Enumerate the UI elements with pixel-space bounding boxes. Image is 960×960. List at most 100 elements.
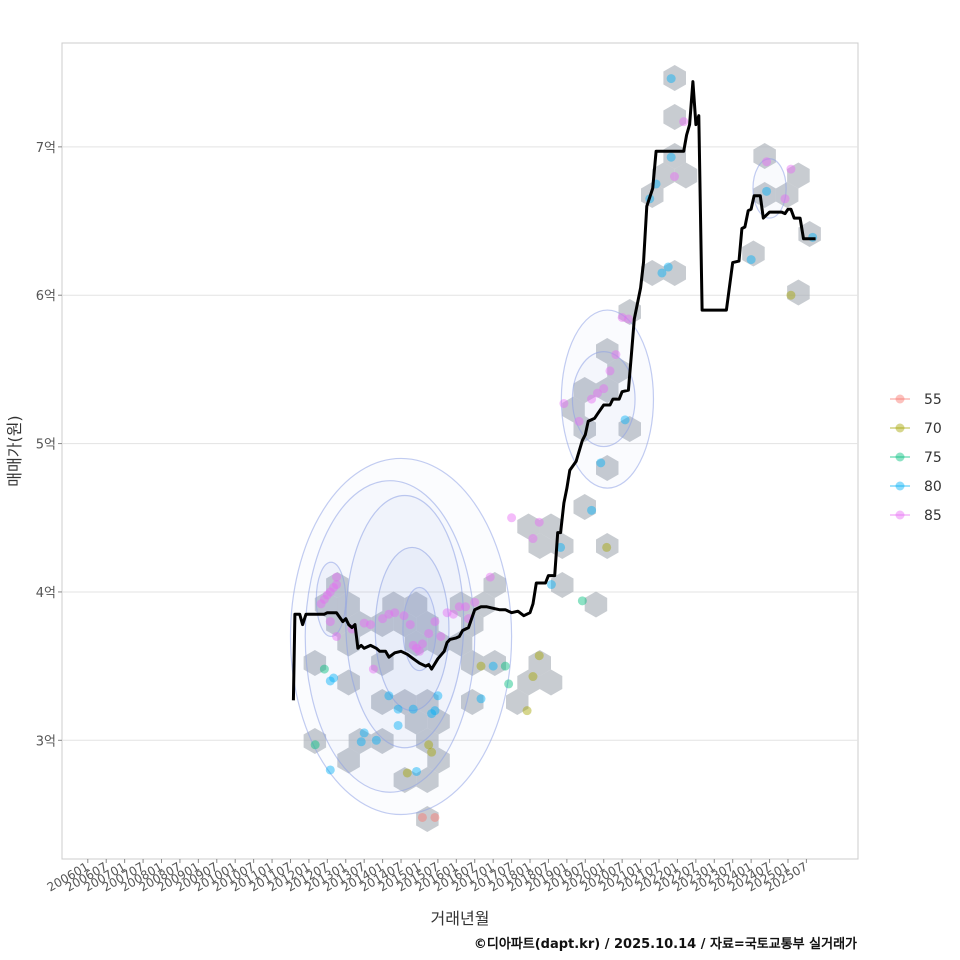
scatter-point-80 xyxy=(430,706,440,716)
scatter-point-85 xyxy=(528,534,538,544)
hexbin-cell xyxy=(404,708,428,735)
scatter-point-75 xyxy=(504,679,514,689)
hexbin-cell xyxy=(652,162,675,189)
density-contour xyxy=(304,480,476,793)
legend-key-point xyxy=(895,452,905,462)
scatter-point-85 xyxy=(424,628,434,638)
hexbin-cell xyxy=(596,455,619,481)
hexbin-cell xyxy=(393,611,417,637)
hexbin-cell xyxy=(427,747,450,774)
hexbin-cell xyxy=(584,591,608,618)
scatter-point-80 xyxy=(657,268,667,278)
scatter-point-85 xyxy=(325,587,335,597)
scatter-point-70 xyxy=(427,747,437,757)
scatter-point-55 xyxy=(430,812,440,822)
credit-text: ©디아파트(dapt.kr) / 2025.10.14 / 자료=국토교통부 실… xyxy=(474,936,857,952)
hexbin-cell xyxy=(382,591,405,618)
legend-key-point xyxy=(895,394,905,404)
scatter-point-70 xyxy=(786,290,796,300)
hexbin-cell xyxy=(528,533,551,559)
scatter-point-85 xyxy=(332,580,342,590)
hexbin-cell xyxy=(393,767,417,793)
scatter-point-80 xyxy=(393,704,403,714)
legend-label: 55 xyxy=(924,392,942,408)
scatter-point-80 xyxy=(746,255,756,265)
scatter-point-85 xyxy=(592,388,602,398)
hexbin-cell xyxy=(742,240,765,267)
hexbin-cell xyxy=(461,650,484,676)
scatter-point-85 xyxy=(534,517,544,527)
scatter-point-75 xyxy=(319,664,329,674)
hexbin-cell xyxy=(371,611,394,637)
scatter-points xyxy=(310,74,818,822)
hexbin-cell xyxy=(663,260,686,286)
scatter-point-85 xyxy=(408,640,418,650)
hexbin-cell xyxy=(798,221,821,247)
scatter-point-80 xyxy=(433,691,443,701)
legend-key-point xyxy=(895,481,905,491)
scatter-point-80 xyxy=(488,661,498,671)
hexbin-cell xyxy=(607,357,630,384)
hexbin-cell xyxy=(404,630,428,657)
scatter-point-80 xyxy=(359,728,369,738)
y-tick-label: 5억 xyxy=(36,438,56,453)
density-contour xyxy=(402,586,437,672)
legend-label: 75 xyxy=(924,450,942,466)
y-axis: 3억 4억 5억 6억 7억 xyxy=(36,141,62,749)
hexbin-cell xyxy=(314,591,338,618)
hexbin-cell xyxy=(404,591,428,618)
hexbin-cell xyxy=(663,104,686,130)
scatter-point-85 xyxy=(414,646,424,656)
scatter-point-85 xyxy=(322,590,332,600)
scatter-point-55 xyxy=(417,812,427,822)
hexbin-cell xyxy=(472,591,495,618)
hexbin-cell xyxy=(337,630,360,657)
trend-line-layer xyxy=(291,80,816,701)
scatter-point-85 xyxy=(442,608,452,618)
scatter-point-80 xyxy=(620,415,630,425)
scatter-point-80 xyxy=(476,694,486,704)
scatter-point-85 xyxy=(780,194,790,204)
scatter-point-80 xyxy=(412,766,422,776)
hexbin-cell xyxy=(416,767,439,793)
scatter-point-85 xyxy=(325,617,335,627)
scatter-point-85 xyxy=(470,597,480,607)
scatter-point-80 xyxy=(427,709,437,719)
scatter-point-80 xyxy=(556,542,566,552)
hexbin-cell xyxy=(416,806,439,832)
trend-line xyxy=(291,80,816,701)
hexbin-cell xyxy=(787,162,810,189)
scatter-point-85 xyxy=(448,609,458,619)
scatter-point-80 xyxy=(408,704,418,714)
legend-label: 80 xyxy=(924,479,942,495)
scatter-point-85 xyxy=(359,618,369,628)
scatter-point-80 xyxy=(329,673,339,683)
scatter-point-75 xyxy=(310,740,320,750)
hexbin-cell xyxy=(674,162,698,189)
hexbin-cell xyxy=(371,689,394,715)
hexbin-cell xyxy=(303,650,327,676)
hexbin-cell xyxy=(461,611,484,637)
scatter-point-85 xyxy=(319,594,329,604)
scatter-point-80 xyxy=(371,735,381,745)
hexbin-cell xyxy=(517,513,540,540)
hexbin-cell xyxy=(461,689,484,715)
hexbin-cell xyxy=(528,650,551,676)
hexbin-cell xyxy=(551,572,574,598)
y-tick-label: 4억 xyxy=(36,586,56,601)
hexbin-cell xyxy=(371,728,394,754)
scatter-point-85 xyxy=(461,602,471,612)
scatter-point-85 xyxy=(332,631,342,641)
hexbin-cell xyxy=(416,728,439,754)
scatter-point-85 xyxy=(454,602,464,612)
scatter-point-85 xyxy=(786,164,796,174)
legend-key-point xyxy=(895,423,905,433)
scatter-point-70 xyxy=(522,706,532,716)
scatter-point-80 xyxy=(762,186,772,196)
scatter-point-80 xyxy=(356,737,366,747)
hexbin-cell xyxy=(573,416,596,442)
hexbin-cell xyxy=(517,669,540,696)
density-contour xyxy=(289,457,513,816)
scatter-point-85 xyxy=(559,399,569,409)
